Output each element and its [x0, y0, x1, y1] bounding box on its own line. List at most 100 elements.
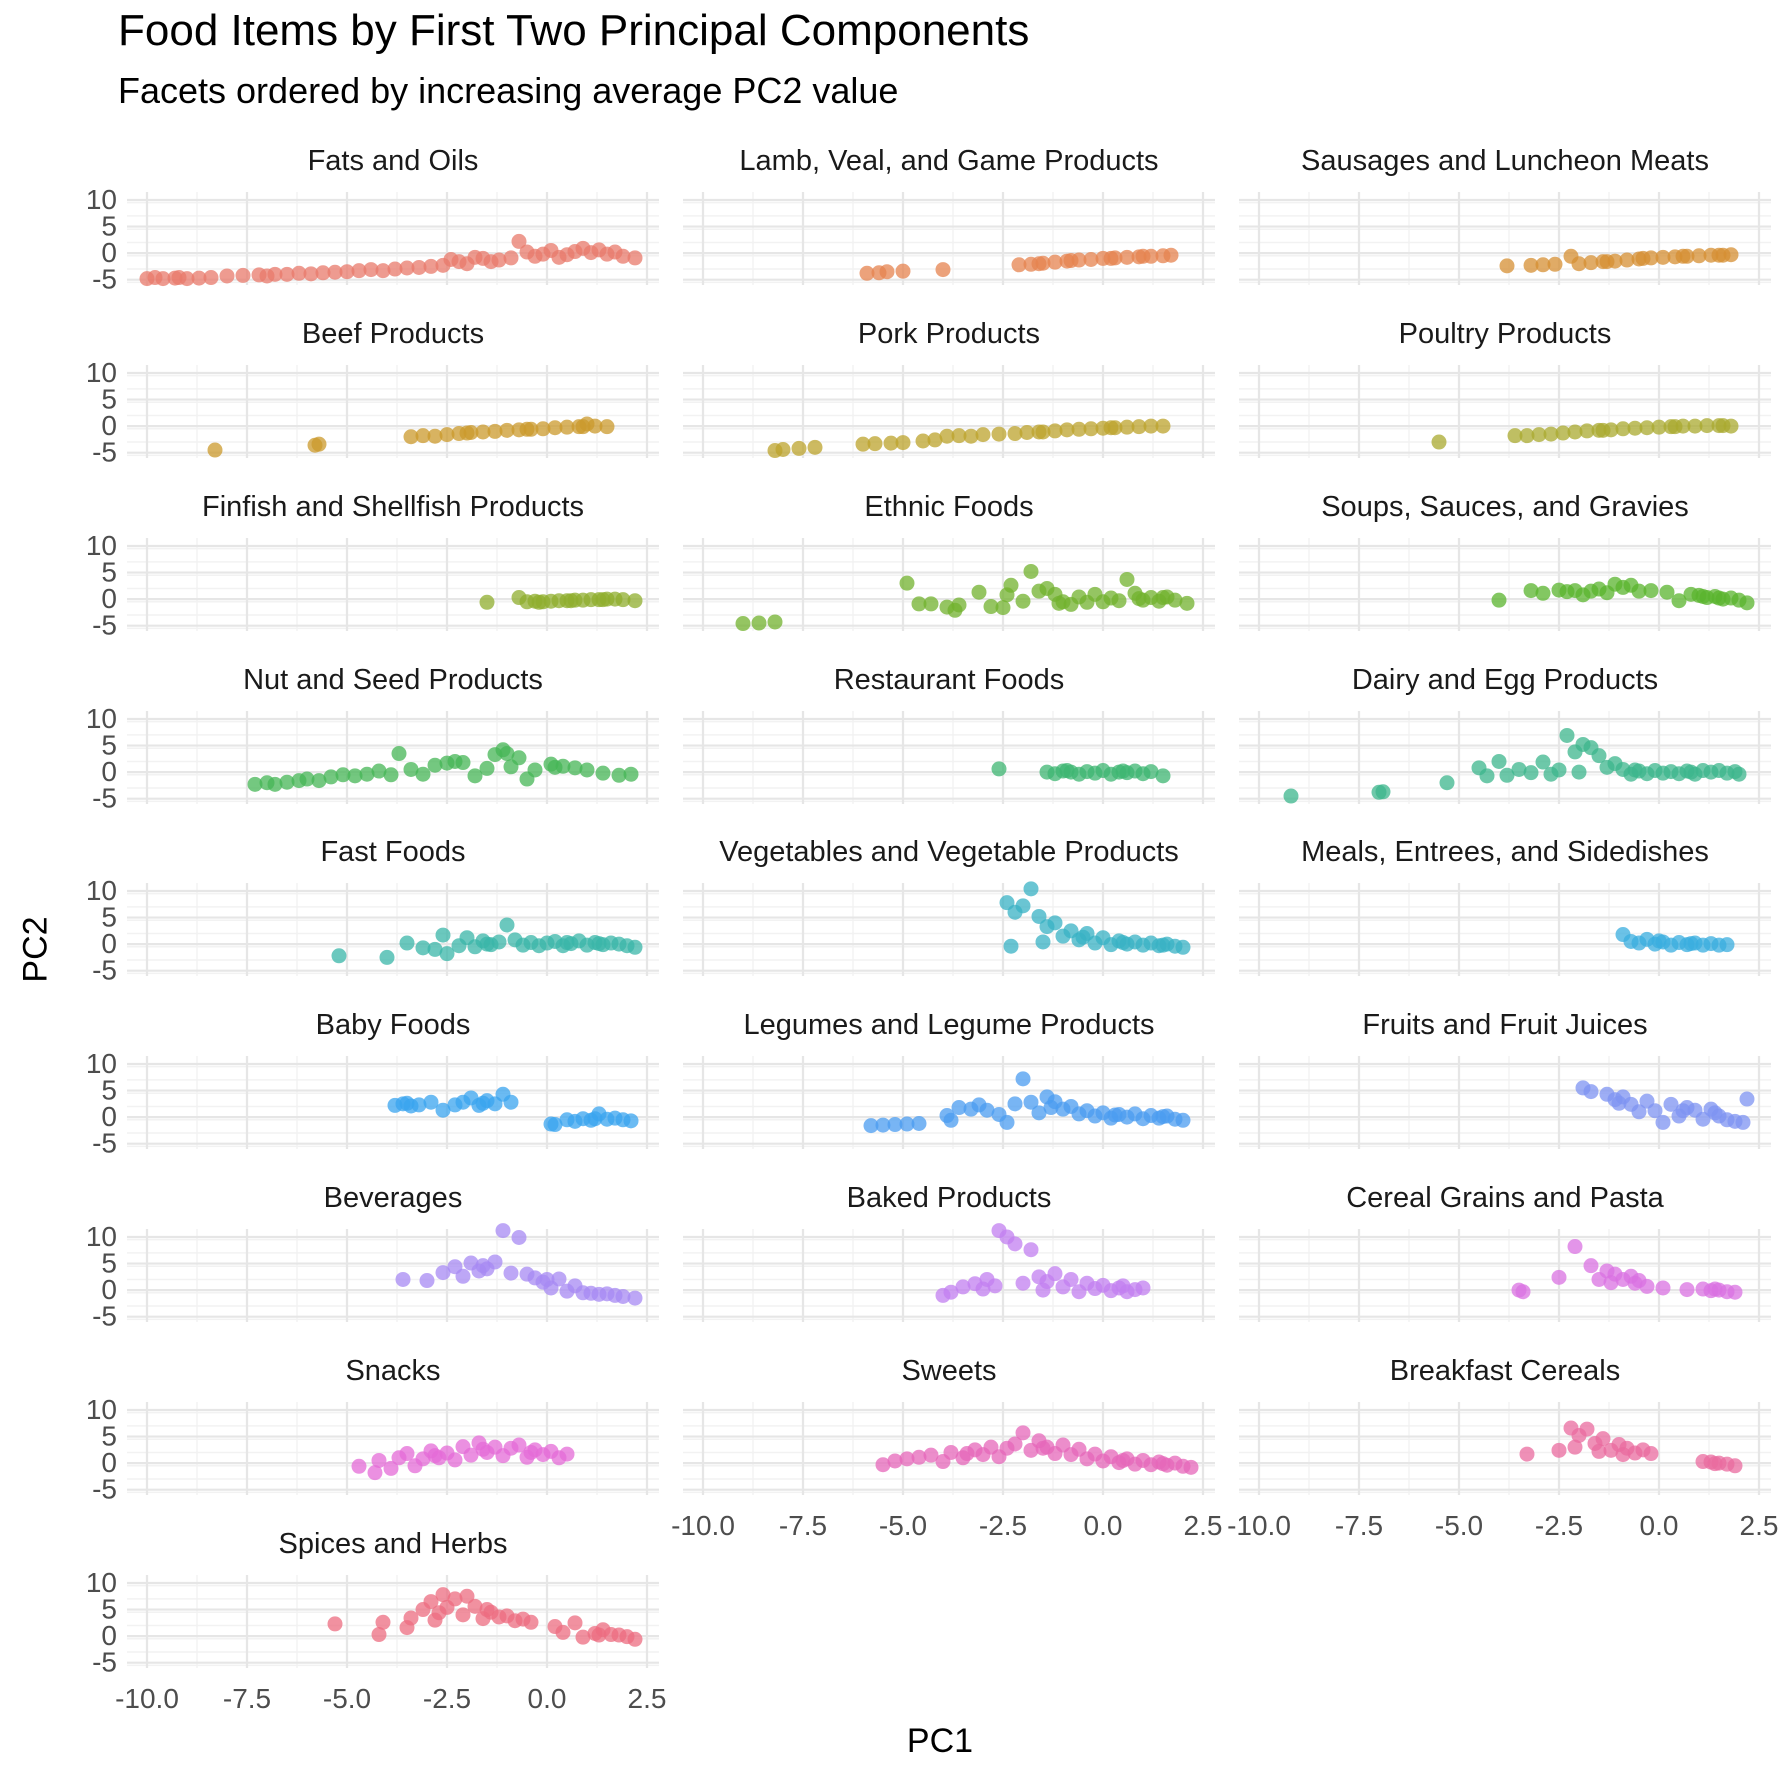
data-point [975, 427, 991, 443]
facet-strip-label: Cereal Grains and Pasta [1346, 1182, 1664, 1214]
data-point [1627, 420, 1643, 436]
data-point [1499, 258, 1515, 274]
data-point [1015, 1425, 1031, 1441]
y-tick-label: -5 [92, 264, 117, 295]
facet-strip-label: Meals, Entrees, and Sidedishes [1301, 836, 1709, 868]
data-point [1083, 421, 1099, 437]
data-point [415, 428, 431, 444]
data-point [375, 1614, 391, 1630]
data-point [575, 419, 591, 435]
data-point [1103, 420, 1119, 436]
data-point [1579, 1421, 1595, 1437]
data-point [1611, 1095, 1627, 1111]
data-point [219, 268, 235, 284]
data-point [1107, 1107, 1123, 1123]
data-point [1019, 424, 1035, 440]
data-point [1615, 1447, 1631, 1463]
data-point [1491, 592, 1507, 608]
y-tick-label: 10 [86, 1048, 117, 1079]
y-tick-label: 5 [101, 1594, 117, 1625]
data-point [899, 575, 915, 591]
data-point [943, 1284, 959, 1300]
data-point [1567, 1439, 1583, 1455]
data-point [627, 1290, 643, 1306]
y-tick-label: 0 [101, 756, 117, 787]
facet-strip-label: Spices and Herbs [279, 1528, 508, 1560]
data-point [359, 766, 375, 782]
data-point [1519, 1446, 1535, 1462]
data-point [1631, 1104, 1647, 1120]
data-point [1479, 768, 1495, 784]
data-point [1583, 1084, 1599, 1100]
data-point [867, 436, 883, 452]
data-point [1023, 1094, 1039, 1110]
data-point [467, 768, 483, 784]
data-point [1007, 426, 1023, 442]
data-point [1699, 418, 1715, 434]
data-point [1015, 1275, 1031, 1291]
data-point [807, 439, 823, 455]
data-point [1131, 591, 1147, 607]
data-point [971, 584, 987, 600]
data-point [939, 428, 955, 444]
data-point [627, 1631, 643, 1647]
data-point [311, 773, 327, 789]
x-tick-label: -10.0 [671, 1510, 735, 1541]
facet-strip-label: Lamb, Veal, and Game Products [739, 145, 1158, 177]
data-point [1695, 588, 1711, 604]
data-point [567, 1615, 583, 1631]
data-point [1063, 1271, 1079, 1287]
data-point [427, 941, 443, 957]
data-point [887, 1117, 903, 1133]
chart-subtitle: Facets ordered by increasing average PC2… [118, 70, 899, 111]
data-point [415, 940, 431, 956]
data-point [1051, 595, 1067, 611]
data-point [419, 1273, 435, 1289]
data-point [1671, 593, 1687, 609]
data-point [987, 1278, 1003, 1294]
data-point [1023, 563, 1039, 579]
data-point [411, 259, 427, 275]
data-point [1075, 929, 1091, 945]
x-tick-label: 0.0 [1640, 1510, 1679, 1541]
data-point [467, 1598, 483, 1614]
y-tick-label: 0 [101, 928, 117, 959]
data-point [615, 248, 631, 264]
data-point [1007, 1436, 1023, 1452]
x-tick-label: 2.5 [1184, 1510, 1223, 1541]
data-point [1047, 915, 1063, 931]
data-point [975, 1281, 991, 1297]
data-point [427, 1448, 443, 1464]
data-point [479, 594, 495, 610]
data-point [539, 1271, 555, 1287]
y-tick-label: 0 [101, 1620, 117, 1651]
data-point [1551, 762, 1567, 778]
data-point [995, 600, 1011, 616]
data-point [291, 265, 307, 281]
data-point [1003, 577, 1019, 593]
data-point [615, 592, 631, 608]
data-point [499, 746, 515, 762]
data-point [1011, 257, 1027, 273]
data-point [1651, 419, 1667, 435]
data-point [1711, 247, 1727, 263]
x-tick-label: -5.0 [1435, 1510, 1483, 1541]
facet-strip-label: Breakfast Cereals [1390, 1355, 1621, 1387]
data-point [555, 1624, 571, 1640]
data-point [591, 1627, 607, 1643]
data-point [955, 1279, 971, 1295]
data-point [859, 265, 875, 281]
data-point [1555, 425, 1571, 441]
data-point [1639, 420, 1655, 436]
data-point [943, 1112, 959, 1128]
data-point [383, 1460, 399, 1476]
data-point [523, 1444, 539, 1460]
facet-strip-label: Baby Foods [316, 1009, 471, 1041]
y-tick-label: -5 [92, 1301, 117, 1332]
data-point [455, 1268, 471, 1284]
data-point [311, 436, 327, 452]
x-tick-label: 2.5 [628, 1683, 667, 1714]
data-point [551, 1271, 567, 1287]
data-point [479, 1602, 495, 1618]
data-point [403, 761, 419, 777]
